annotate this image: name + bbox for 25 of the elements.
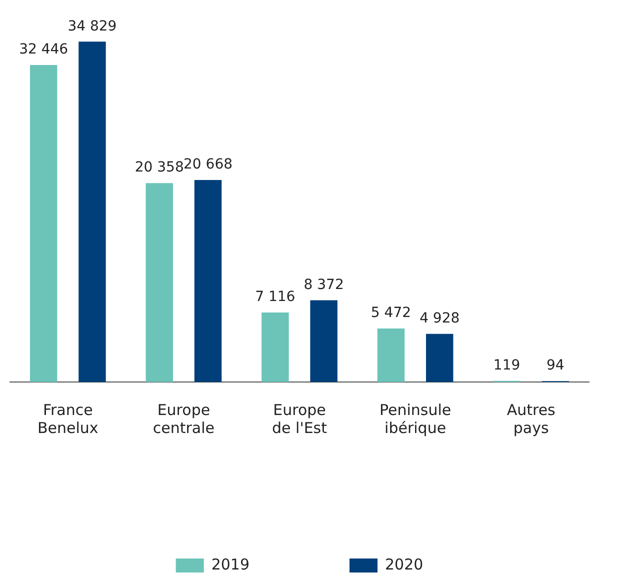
data-label: 7 116 <box>255 289 296 306</box>
legend-label: 2019 <box>211 555 250 574</box>
bar <box>262 312 289 382</box>
data-label: 5 472 <box>370 305 412 322</box>
legend-label: 2020 <box>385 555 424 574</box>
data-label: 4 928 <box>420 310 460 326</box>
data-label: 20 358 <box>134 160 184 176</box>
x-tick-label: Europe centrale <box>152 400 215 437</box>
bar <box>30 64 58 382</box>
data-label: 119 <box>493 357 520 374</box>
data-label: 8 372 <box>304 276 344 293</box>
x-tick-label: Peninsule ibérique <box>379 400 452 437</box>
bar <box>194 180 222 382</box>
x-tick-label: France Benelux <box>37 400 98 437</box>
x-tick-label: Europe de l'Est <box>272 400 328 437</box>
data-label: 34 829 <box>68 18 117 34</box>
data-label: 94 <box>546 358 564 374</box>
data-label: 32 446 <box>19 42 68 58</box>
bar <box>78 42 106 382</box>
bar <box>426 334 454 382</box>
data-label: 20 668 <box>184 156 233 173</box>
bar <box>146 183 173 382</box>
bar <box>377 328 405 382</box>
x-tick-label: Autres pays <box>506 400 556 437</box>
bar <box>310 300 338 382</box>
